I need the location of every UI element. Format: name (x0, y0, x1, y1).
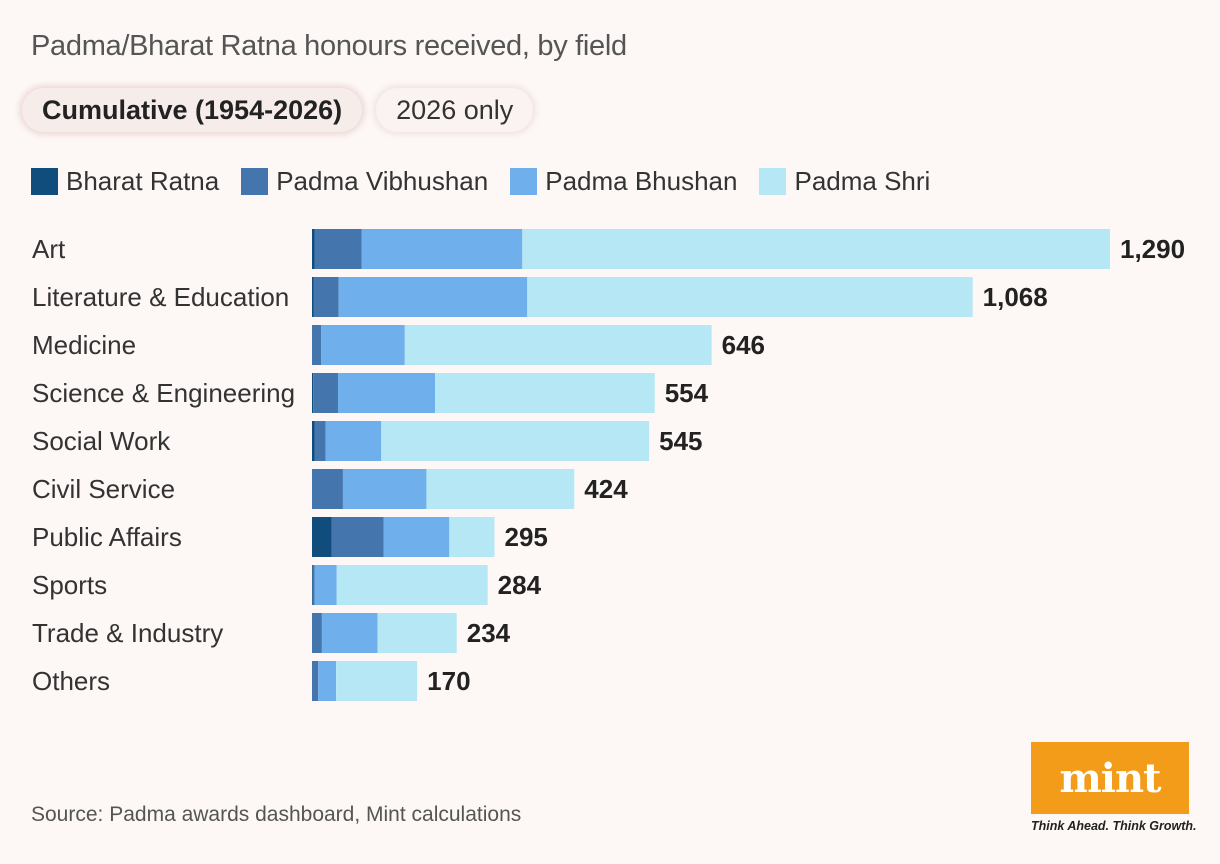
legend-swatch-padma-shri (759, 168, 787, 195)
bar-public-affairs-padma-vibhushan (331, 517, 384, 557)
category-label-trade-and-industry: Trade & Industry (32, 618, 223, 648)
total-label-trade-and-industry: 234 (467, 618, 511, 648)
logo-text: mint (1059, 754, 1161, 802)
bar-others-padma-shri (336, 661, 418, 701)
bar-social-work-bharat-ratna (312, 421, 315, 461)
legend-swatch-padma-bhushan (510, 168, 538, 195)
bar-others-padma-vibhushan (312, 661, 319, 701)
category-label-sports: Sports (32, 570, 107, 600)
total-label-civil-service: 424 (584, 474, 628, 504)
category-label-others: Others (32, 666, 110, 696)
total-label-others: 170 (427, 666, 470, 696)
legend-label: Padma Shri (794, 166, 931, 196)
bar-others-padma-bhushan (318, 661, 337, 701)
category-label-science-and-engineering: Science & Engineering (32, 378, 295, 408)
bar-art-padma-shri (522, 229, 1110, 269)
category-label-art: Art (32, 234, 66, 264)
logo-tagline: Think Ahead. Think Growth. (1031, 819, 1197, 833)
bar-medicine-padma-bhushan (321, 325, 405, 365)
chart-title: Padma/Bharat Ratna honours received, by … (31, 30, 627, 62)
bar-sports-padma-bhushan (314, 565, 337, 605)
tab-cumulative[interactable]: Cumulative (1954-2026) (22, 88, 363, 132)
bar-science-and-engineering-bharat-ratna (312, 373, 314, 413)
bar-literature-and-education-bharat-ratna (312, 277, 314, 317)
bar-sports-padma-vibhushan (312, 565, 315, 605)
legend-item-padma-shri: Padma Shri (759, 166, 930, 197)
bar-science-and-engineering-padma-shri (435, 373, 655, 413)
legend-label: Bharat Ratna (66, 166, 220, 196)
total-label-art: 1,290 (1120, 234, 1185, 264)
bar-art-padma-bhushan (361, 229, 523, 269)
legend-swatch-bharat-ratna (31, 168, 58, 195)
total-label-social-work: 545 (659, 426, 702, 456)
mint-logo: mint (1031, 742, 1189, 814)
legend-item-padma-bhushan: Padma Bhushan (510, 166, 737, 197)
bar-social-work-padma-bhushan (325, 421, 382, 461)
legend-item-bharat-ratna: Bharat Ratna (31, 166, 219, 197)
bar-social-work-padma-vibhushan (314, 421, 326, 461)
bar-science-and-engineering-padma-vibhushan (313, 373, 338, 413)
bar-literature-and-education-padma-bhushan (338, 277, 528, 317)
legend-label: Padma Bhushan (545, 166, 738, 196)
bar-art-padma-vibhushan (314, 229, 362, 269)
total-label-literature-and-education: 1,068 (983, 282, 1048, 312)
view-tabs: Cumulative (1954-2026) 2026 only (22, 88, 534, 132)
stacked-bar-chart: Art 1,290 Literature & Education 1,068 Medic… (32, 229, 1185, 701)
bar-trade-and-industry-padma-shri (377, 613, 457, 653)
bar-public-affairs-padma-shri (449, 517, 495, 557)
legend: Bharat Ratna Padma Vibhushan Padma Bhush… (31, 166, 952, 197)
legend-item-padma-vibhushan: Padma Vibhushan (241, 166, 488, 197)
category-label-medicine: Medicine (32, 330, 136, 360)
category-label-social-work: Social Work (32, 426, 171, 456)
bar-medicine-padma-shri (404, 325, 712, 365)
source-note: Source: Padma awards dashboard, Mint cal… (31, 803, 522, 826)
bar-public-affairs-bharat-ratna (312, 517, 332, 557)
bar-civil-service-padma-vibhushan (312, 469, 343, 509)
bar-public-affairs-padma-bhushan (383, 517, 450, 557)
bar-science-and-engineering-padma-bhushan (337, 373, 436, 413)
total-label-public-affairs: 295 (504, 522, 547, 552)
total-label-medicine: 646 (722, 330, 765, 360)
bar-social-work-padma-shri (381, 421, 650, 461)
bar-civil-service-padma-bhushan (342, 469, 427, 509)
legend-label: Padma Vibhushan (276, 166, 489, 196)
bar-literature-and-education-padma-vibhushan (313, 277, 339, 317)
bar-civil-service-padma-shri (426, 469, 575, 509)
bar-literature-and-education-padma-shri (527, 277, 973, 317)
bar-sports-bharat-ratna (312, 565, 313, 605)
bar-art-bharat-ratna (312, 229, 315, 269)
bar-medicine-padma-vibhushan (312, 325, 322, 365)
bar-sports-padma-shri (336, 565, 488, 605)
total-label-sports: 284 (498, 570, 542, 600)
category-label-literature-and-education: Literature & Education (32, 282, 289, 312)
legend-swatch-padma-vibhushan (241, 168, 269, 195)
bar-trade-and-industry-padma-vibhushan (312, 613, 322, 653)
category-label-public-affairs: Public Affairs (32, 522, 182, 552)
category-label-civil-service: Civil Service (32, 474, 175, 504)
total-label-science-and-engineering: 554 (665, 378, 709, 408)
tab-2026-only[interactable]: 2026 only (376, 88, 534, 132)
bar-trade-and-industry-padma-bhushan (321, 613, 378, 653)
